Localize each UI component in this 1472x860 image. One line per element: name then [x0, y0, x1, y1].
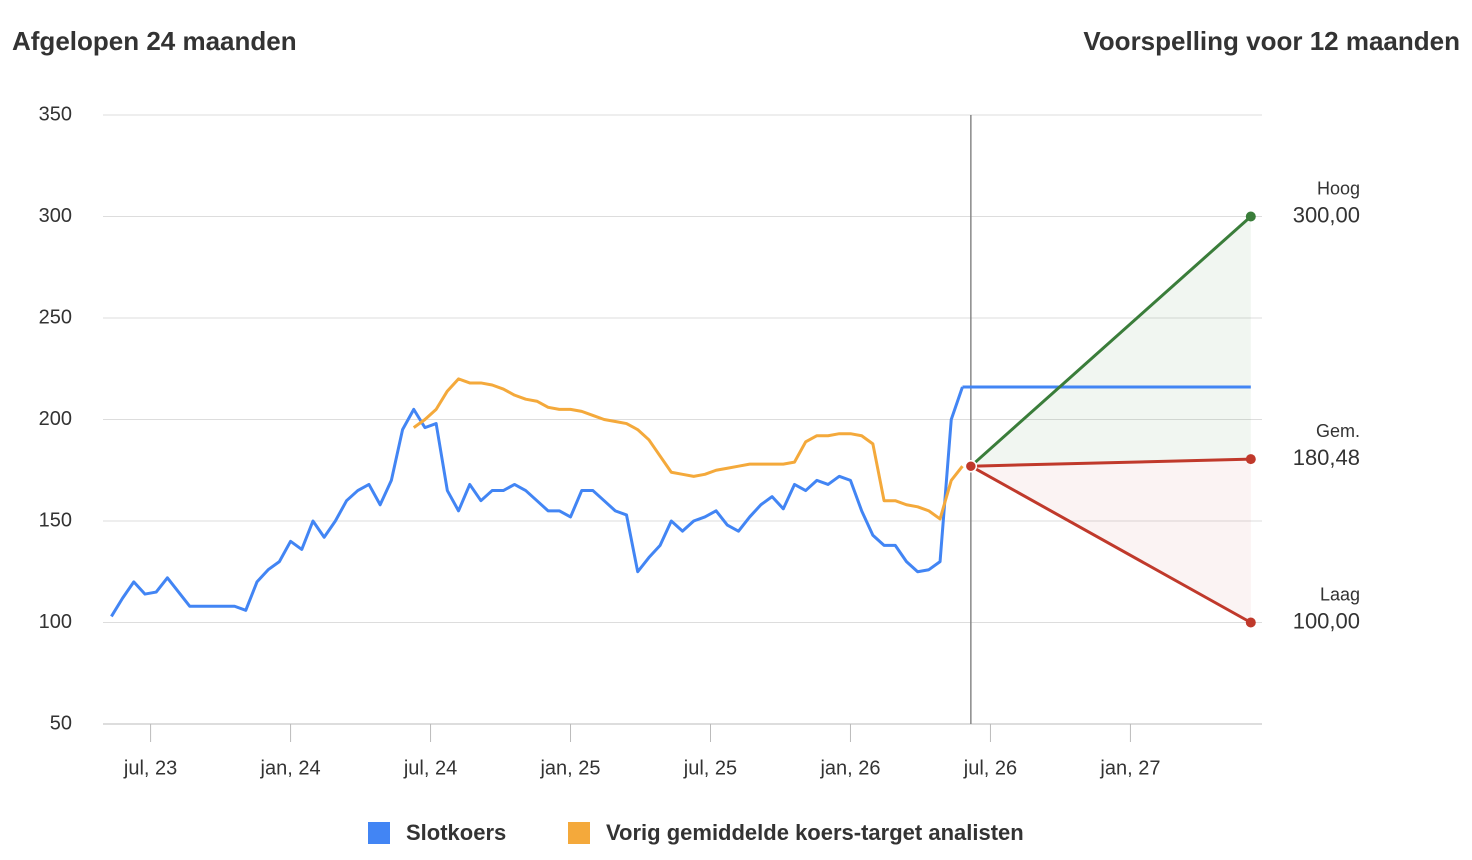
forecast-title: Voorspelling voor 12 maanden: [1083, 26, 1460, 56]
x-tick-label: jan, 26: [819, 757, 880, 779]
downside-area: [970, 459, 1251, 623]
forecast-value: 100,00: [1293, 608, 1360, 633]
forecast-point: [1245, 454, 1256, 465]
legend-swatch: [368, 822, 390, 844]
x-tick-label: jul, 26: [963, 757, 1017, 779]
legend-label: Slotkoers: [406, 820, 506, 845]
x-tick-label: jul, 23: [123, 757, 177, 779]
forecast-name: Hoog: [1317, 178, 1360, 198]
y-tick-label: 300: [39, 205, 72, 227]
forecast-point: [1245, 211, 1256, 222]
forecast-point: [1245, 617, 1256, 628]
series-line: [110, 386, 964, 618]
x-tick-label: jul, 25: [683, 757, 737, 779]
forecast-line: [969, 215, 1252, 468]
forecast-line: [970, 457, 1251, 468]
forecast-start: [964, 459, 978, 473]
forecast-value: 300,00: [1293, 202, 1360, 227]
series-line: [412, 377, 964, 521]
x-tick-label: jan, 27: [1099, 757, 1160, 779]
forecast-name: Laag: [1320, 584, 1360, 604]
legend-swatch: [568, 822, 590, 844]
chart-title: Afgelopen 24 maanden: [12, 26, 297, 56]
forecast-value: 180,48: [1293, 445, 1360, 470]
y-tick-label: 150: [39, 509, 72, 531]
x-tick-label: jan, 25: [539, 757, 600, 779]
forecast-line: [970, 464, 1252, 624]
y-tick-label: 100: [39, 611, 72, 633]
y-tick-label: 50: [50, 712, 72, 734]
y-tick-label: 250: [39, 306, 72, 328]
forecast-name: Gem.: [1316, 421, 1360, 441]
y-tick-label: 200: [39, 408, 72, 430]
legend-label: Vorig gemiddelde koers-target analisten: [606, 820, 1024, 845]
x-tick-label: jul, 24: [403, 757, 457, 779]
y-tick-label: 350: [39, 103, 72, 125]
x-tick-label: jan, 24: [260, 757, 321, 779]
